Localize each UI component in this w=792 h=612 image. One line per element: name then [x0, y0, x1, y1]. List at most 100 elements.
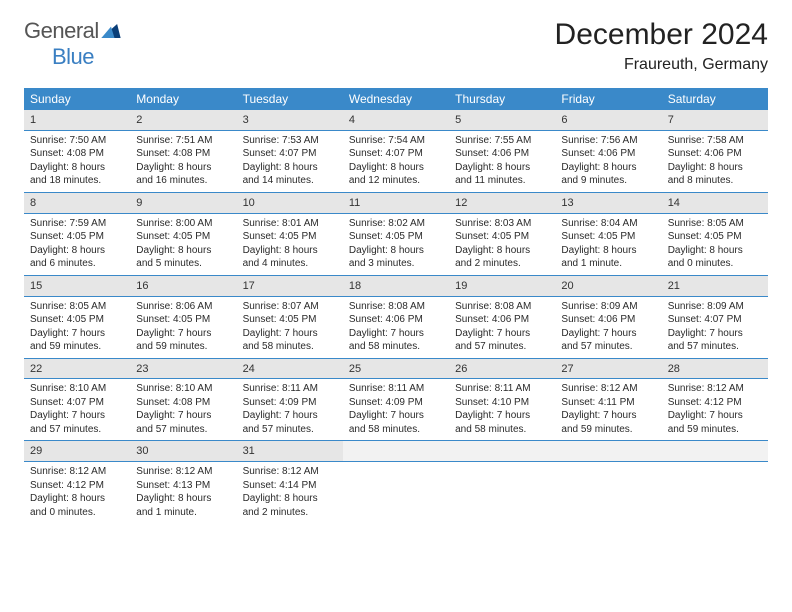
sunset-text: Sunset: 4:07 PM	[30, 396, 124, 410]
sunrise-text: Sunrise: 8:09 AM	[668, 300, 762, 314]
sunset-text: Sunset: 4:12 PM	[30, 479, 124, 493]
sunset-text: Sunset: 4:13 PM	[136, 479, 230, 493]
sunrise-text: Sunrise: 8:08 AM	[455, 300, 549, 314]
calendar-cell: 15Sunrise: 8:05 AMSunset: 4:05 PMDayligh…	[24, 275, 130, 358]
sunset-text: Sunset: 4:05 PM	[243, 230, 337, 244]
sunset-text: Sunset: 4:08 PM	[136, 147, 230, 161]
daylight-text: Daylight: 8 hours and 11 minutes.	[455, 161, 549, 188]
day-details: Sunrise: 7:53 AMSunset: 4:07 PMDaylight:…	[237, 131, 343, 192]
day-details: Sunrise: 7:54 AMSunset: 4:07 PMDaylight:…	[343, 131, 449, 192]
daylight-text: Daylight: 8 hours and 2 minutes.	[455, 244, 549, 271]
day-number: 31	[237, 441, 343, 462]
daylight-text: Daylight: 7 hours and 57 minutes.	[243, 409, 337, 436]
sunset-text: Sunset: 4:05 PM	[349, 230, 443, 244]
day-number: 25	[343, 359, 449, 380]
day-details: Sunrise: 8:08 AMSunset: 4:06 PMDaylight:…	[449, 297, 555, 358]
daylight-text: Daylight: 8 hours and 5 minutes.	[136, 244, 230, 271]
day-details: Sunrise: 8:02 AMSunset: 4:05 PMDaylight:…	[343, 214, 449, 275]
daylight-text: Daylight: 7 hours and 59 minutes.	[561, 409, 655, 436]
sunrise-text: Sunrise: 7:50 AM	[30, 134, 124, 148]
day-details: Sunrise: 8:12 AMSunset: 4:13 PMDaylight:…	[130, 462, 236, 523]
sunrise-text: Sunrise: 8:12 AM	[136, 465, 230, 479]
title-block: December 2024 Fraureuth, Germany	[555, 18, 768, 74]
calendar-cell: 16Sunrise: 8:06 AMSunset: 4:05 PMDayligh…	[130, 275, 236, 358]
day-number: 14	[662, 193, 768, 214]
calendar-cell: 28Sunrise: 8:12 AMSunset: 4:12 PMDayligh…	[662, 358, 768, 441]
sunset-text: Sunset: 4:05 PM	[668, 230, 762, 244]
daylight-text: Daylight: 8 hours and 1 minute.	[136, 492, 230, 519]
daylight-text: Daylight: 8 hours and 12 minutes.	[349, 161, 443, 188]
day-header: Saturday	[662, 88, 768, 110]
day-number: 23	[130, 359, 236, 380]
calendar-cell: 19Sunrise: 8:08 AMSunset: 4:06 PMDayligh…	[449, 275, 555, 358]
calendar-cell: 13Sunrise: 8:04 AMSunset: 4:05 PMDayligh…	[555, 192, 661, 275]
day-header: Thursday	[449, 88, 555, 110]
logo-triangle-icon	[101, 18, 121, 44]
calendar-cell: 20Sunrise: 8:09 AMSunset: 4:06 PMDayligh…	[555, 275, 661, 358]
month-title: December 2024	[555, 18, 768, 52]
sunrise-text: Sunrise: 8:10 AM	[30, 382, 124, 396]
sunrise-text: Sunrise: 8:09 AM	[561, 300, 655, 314]
sunset-text: Sunset: 4:05 PM	[30, 313, 124, 327]
calendar-week-row: 29Sunrise: 8:12 AMSunset: 4:12 PMDayligh…	[24, 441, 768, 523]
sunset-text: Sunset: 4:05 PM	[561, 230, 655, 244]
day-details: Sunrise: 7:55 AMSunset: 4:06 PMDaylight:…	[449, 131, 555, 192]
day-details: Sunrise: 8:07 AMSunset: 4:05 PMDaylight:…	[237, 297, 343, 358]
calendar-cell: 25Sunrise: 8:11 AMSunset: 4:09 PMDayligh…	[343, 358, 449, 441]
day-number: 3	[237, 110, 343, 131]
sunset-text: Sunset: 4:05 PM	[455, 230, 549, 244]
sunset-text: Sunset: 4:06 PM	[349, 313, 443, 327]
day-number: 28	[662, 359, 768, 380]
sunset-text: Sunset: 4:07 PM	[349, 147, 443, 161]
day-number: 8	[24, 193, 130, 214]
sunrise-text: Sunrise: 7:56 AM	[561, 134, 655, 148]
day-details: Sunrise: 7:56 AMSunset: 4:06 PMDaylight:…	[555, 131, 661, 192]
sunrise-text: Sunrise: 8:05 AM	[668, 217, 762, 231]
day-details: Sunrise: 8:12 AMSunset: 4:14 PMDaylight:…	[237, 462, 343, 523]
day-number: 18	[343, 276, 449, 297]
day-details: Sunrise: 8:05 AMSunset: 4:05 PMDaylight:…	[24, 297, 130, 358]
day-number: 24	[237, 359, 343, 380]
sunset-text: Sunset: 4:06 PM	[561, 313, 655, 327]
day-details: Sunrise: 8:12 AMSunset: 4:12 PMDaylight:…	[662, 379, 768, 440]
sunrise-text: Sunrise: 7:55 AM	[455, 134, 549, 148]
day-header: Monday	[130, 88, 236, 110]
day-details: Sunrise: 7:59 AMSunset: 4:05 PMDaylight:…	[24, 214, 130, 275]
day-number: 1	[24, 110, 130, 131]
daylight-text: Daylight: 7 hours and 59 minutes.	[30, 327, 124, 354]
calendar-cell	[449, 441, 555, 523]
day-details: Sunrise: 7:58 AMSunset: 4:06 PMDaylight:…	[662, 131, 768, 192]
sunset-text: Sunset: 4:07 PM	[668, 313, 762, 327]
sunrise-text: Sunrise: 8:07 AM	[243, 300, 337, 314]
daylight-text: Daylight: 8 hours and 4 minutes.	[243, 244, 337, 271]
calendar-cell: 31Sunrise: 8:12 AMSunset: 4:14 PMDayligh…	[237, 441, 343, 523]
calendar-week-row: 8Sunrise: 7:59 AMSunset: 4:05 PMDaylight…	[24, 192, 768, 275]
sunset-text: Sunset: 4:09 PM	[243, 396, 337, 410]
sunrise-text: Sunrise: 8:12 AM	[243, 465, 337, 479]
day-number: 12	[449, 193, 555, 214]
sunrise-text: Sunrise: 7:59 AM	[30, 217, 124, 231]
sunset-text: Sunset: 4:05 PM	[243, 313, 337, 327]
day-details: Sunrise: 8:05 AMSunset: 4:05 PMDaylight:…	[662, 214, 768, 275]
day-details: Sunrise: 8:12 AMSunset: 4:11 PMDaylight:…	[555, 379, 661, 440]
calendar-cell: 8Sunrise: 7:59 AMSunset: 4:05 PMDaylight…	[24, 192, 130, 275]
calendar-cell: 30Sunrise: 8:12 AMSunset: 4:13 PMDayligh…	[130, 441, 236, 523]
day-number: 30	[130, 441, 236, 462]
sunset-text: Sunset: 4:07 PM	[243, 147, 337, 161]
daylight-text: Daylight: 8 hours and 8 minutes.	[668, 161, 762, 188]
daylight-text: Daylight: 8 hours and 14 minutes.	[243, 161, 337, 188]
day-header: Sunday	[24, 88, 130, 110]
daylight-text: Daylight: 7 hours and 57 minutes.	[455, 327, 549, 354]
sunrise-text: Sunrise: 7:53 AM	[243, 134, 337, 148]
logo: GeneralBlue	[24, 18, 121, 70]
day-details: Sunrise: 8:01 AMSunset: 4:05 PMDaylight:…	[237, 214, 343, 275]
day-details: Sunrise: 8:10 AMSunset: 4:07 PMDaylight:…	[24, 379, 130, 440]
sunrise-text: Sunrise: 8:11 AM	[455, 382, 549, 396]
logo-text-general: General	[24, 18, 99, 44]
day-number: 9	[130, 193, 236, 214]
sunrise-text: Sunrise: 8:12 AM	[561, 382, 655, 396]
day-number: 6	[555, 110, 661, 131]
sunset-text: Sunset: 4:05 PM	[30, 230, 124, 244]
sunset-text: Sunset: 4:05 PM	[136, 230, 230, 244]
sunset-text: Sunset: 4:05 PM	[136, 313, 230, 327]
